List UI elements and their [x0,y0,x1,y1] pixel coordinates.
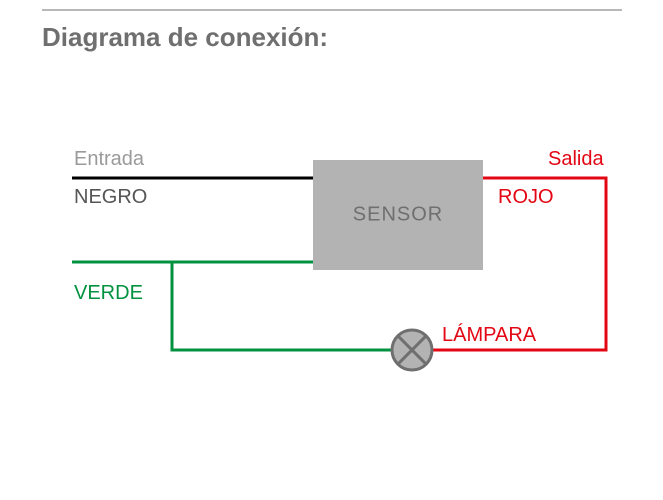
label-rojo: ROJO [498,186,554,209]
label-salida: Salida [548,148,604,171]
diagram-title: Diagrama de conexión: [42,22,328,53]
wire-green-branch [172,262,392,350]
label-negro: NEGRO [74,186,147,209]
sensor-label: SENSOR [353,204,443,227]
label-lampara: LÁMPARA [442,324,536,347]
label-entrada: Entrada [74,148,144,171]
label-verde: VERDE [74,282,143,305]
diagram-canvas [0,0,663,500]
